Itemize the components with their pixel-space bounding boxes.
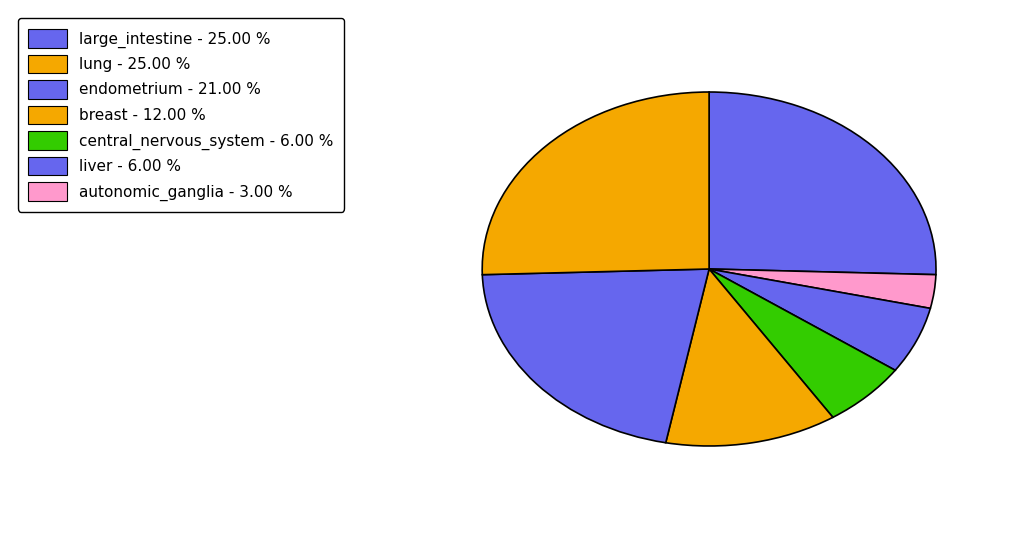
Legend: large_intestine - 25.00 %, lung - 25.00 %, endometrium - 21.00 %, breast - 12.00: large_intestine - 25.00 %, lung - 25.00 … [18, 18, 344, 211]
Wedge shape [709, 269, 936, 308]
Wedge shape [709, 269, 895, 417]
Wedge shape [709, 269, 930, 370]
Wedge shape [482, 269, 709, 443]
Wedge shape [709, 92, 936, 275]
Wedge shape [482, 92, 709, 275]
Wedge shape [666, 269, 833, 446]
